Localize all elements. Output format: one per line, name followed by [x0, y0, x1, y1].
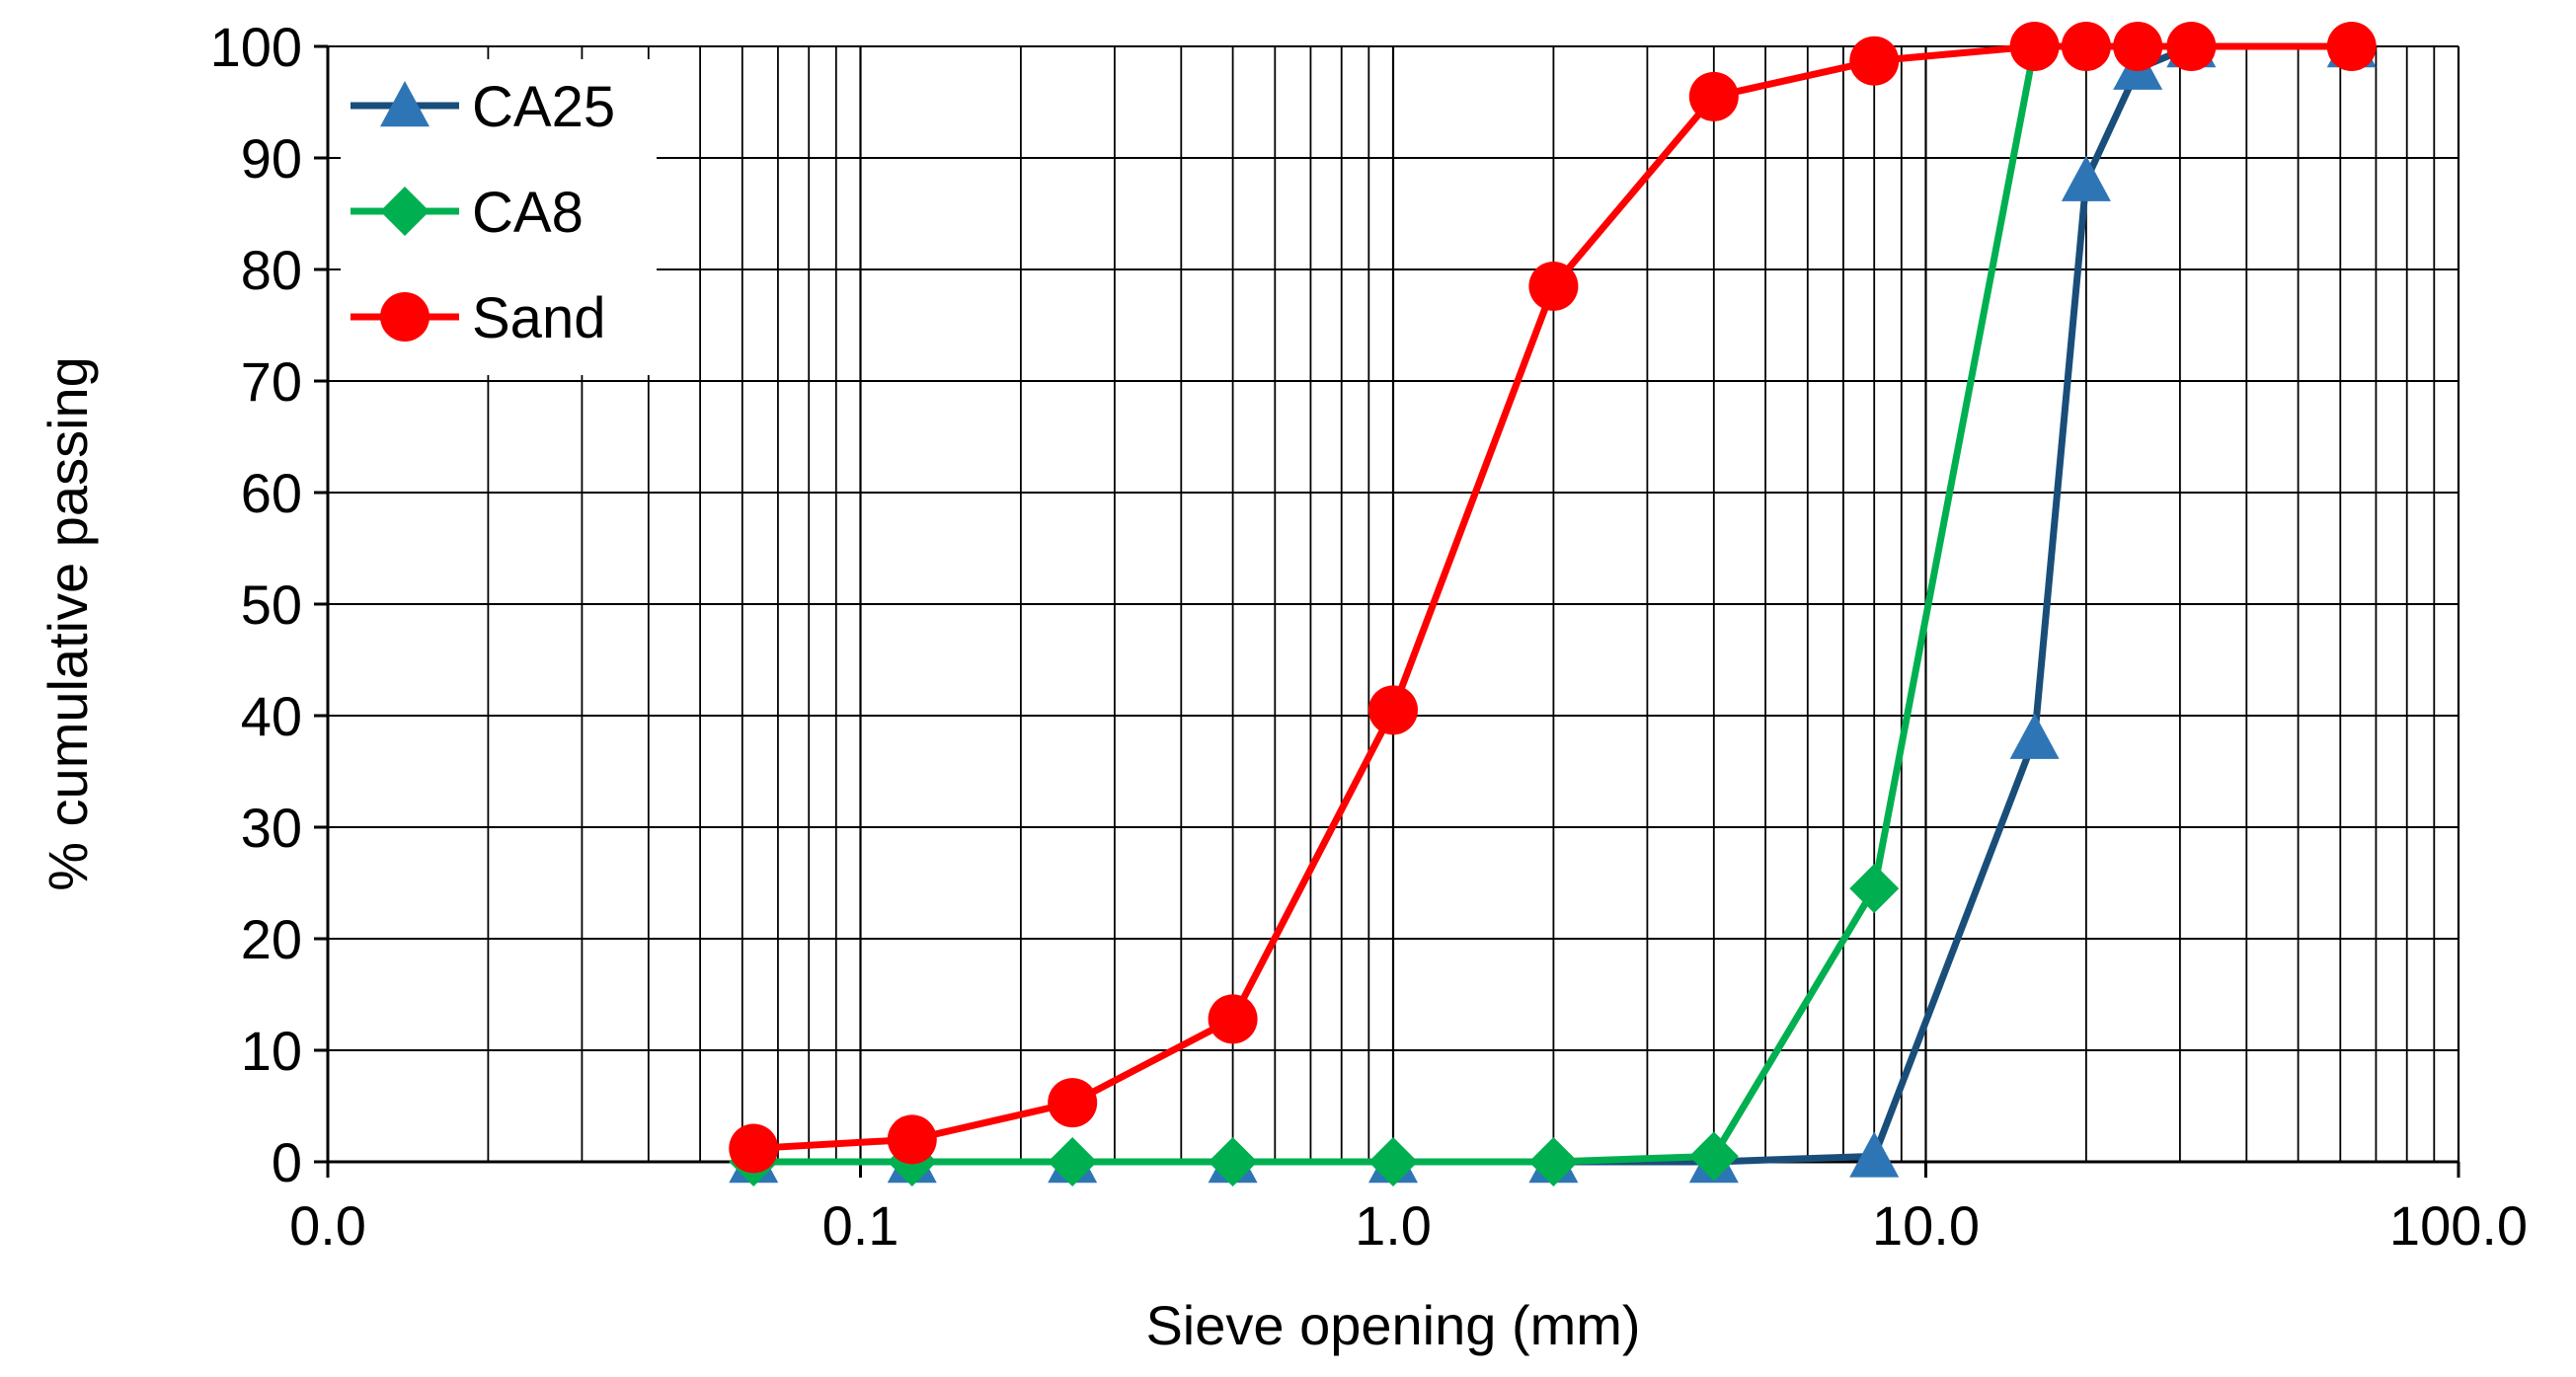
y-tick-label: 40 [241, 685, 302, 747]
legend-label-sand: Sand [472, 286, 605, 350]
data-point-sand [887, 1114, 937, 1165]
legend-label-ca25: CA25 [472, 75, 615, 139]
data-point-ca8 [1048, 1137, 1098, 1186]
data-point-sand [2166, 22, 2217, 71]
y-tick-label: 100 [210, 16, 302, 78]
x-tick-label: 1.0 [1355, 1194, 1432, 1257]
data-point-ca8 [1528, 1137, 1579, 1186]
legend-item-ca8: CA8 [351, 181, 584, 245]
data-point-sand [2009, 22, 2060, 71]
x-tick-label: 0.0 [289, 1194, 366, 1257]
y-tick-label: 80 [241, 239, 302, 301]
data-point-ca25 [2061, 155, 2111, 201]
y-tick-label: 60 [241, 462, 302, 524]
legend-label-ca8: CA8 [472, 181, 584, 245]
data-point-sand [729, 1123, 779, 1174]
y-tick-label: 70 [241, 350, 302, 413]
data-point-ca25 [1849, 1131, 1900, 1178]
y-tick-label: 10 [241, 1020, 302, 1082]
legend-marker-ca8 [380, 187, 429, 236]
x-tick-label: 0.1 [822, 1194, 899, 1257]
data-point-sand [1048, 1078, 1098, 1128]
data-point-ca25 [2009, 713, 2060, 759]
data-point-sand [1849, 36, 1900, 86]
y-axis-title: % cumulative passing [37, 356, 99, 891]
x-tick-label: 100.0 [2389, 1194, 2528, 1257]
data-point-sand [1688, 71, 1739, 121]
data-point-sand [2113, 22, 2163, 71]
data-point-sand [2326, 22, 2377, 71]
x-tick-label: 10.0 [1872, 1194, 1980, 1257]
data-point-sand [1208, 994, 1258, 1044]
series-group [729, 22, 2377, 1186]
data-point-ca8 [1368, 1137, 1418, 1186]
data-point-ca8 [1688, 1131, 1739, 1182]
y-tick-label: 30 [241, 797, 302, 859]
legend-item-sand: Sand [351, 286, 605, 350]
data-point-ca8 [1849, 864, 1900, 914]
y-tick-label: 50 [241, 574, 302, 636]
data-point-sand [2061, 22, 2111, 71]
x-axis-title: Sieve opening (mm) [1145, 1294, 1640, 1356]
data-point-ca8 [1208, 1137, 1258, 1186]
legend-item-ca25: CA25 [351, 75, 615, 139]
series-line-sand [753, 42, 2352, 1152]
y-tick-label: 0 [272, 1131, 302, 1193]
tick-labels: 0 10 20 30 40 50 60 70 80 90 100 0.0 0.1 1.0 10.0 100.0 [210, 16, 2529, 1257]
legend-marker-ca25 [380, 81, 429, 127]
data-point-sand [1368, 685, 1418, 735]
legend-marker-sand [380, 292, 429, 342]
y-tick-label: 20 [241, 908, 302, 970]
series-sand [729, 22, 2377, 1174]
series-ca25 [729, 22, 2377, 1184]
legend: CA25 CA8 Sand [341, 59, 657, 375]
y-tick-label: 90 [241, 127, 302, 190]
data-point-sand [1528, 261, 1579, 311]
